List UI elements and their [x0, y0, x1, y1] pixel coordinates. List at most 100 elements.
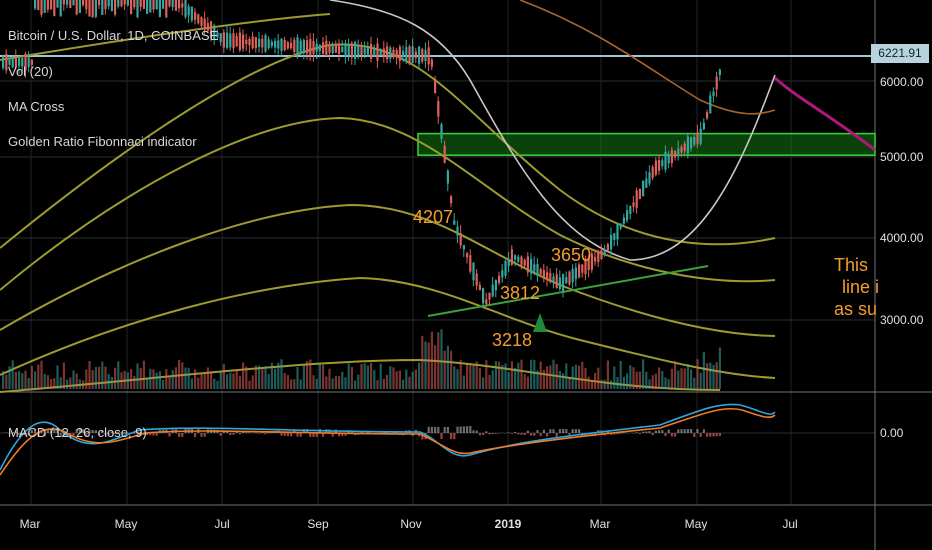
- candle-body-143: [459, 233, 462, 246]
- macd-hist-10: [34, 429, 37, 433]
- volume-bar-195: [626, 373, 629, 389]
- candle-body-32: [104, 0, 107, 10]
- macd-hist-131: [421, 433, 424, 440]
- volume-bar-53: [171, 370, 174, 389]
- volume-bar-52: [168, 375, 171, 389]
- indicator-vol[interactable]: Vol (20): [8, 64, 53, 79]
- macd-hist-93: [299, 433, 302, 437]
- volume-bar-104: [334, 375, 337, 389]
- candle-body-122: [392, 49, 395, 58]
- volume-bar-169: [542, 370, 545, 389]
- volume-bar-153: [491, 370, 494, 389]
- macd-hist-16: [53, 429, 56, 433]
- candle-body-139: [446, 170, 449, 184]
- y-tick-5000: 5000.00: [880, 150, 924, 164]
- candle-body-118: [379, 49, 382, 56]
- indicator-fibonacci[interactable]: Golden Ratio Fibonnaci indicator: [8, 134, 197, 149]
- volume-bar-84: [270, 362, 273, 389]
- volume-bar-78: [251, 375, 254, 389]
- volume-bar-94: [302, 365, 305, 389]
- candle-body-142: [456, 226, 459, 236]
- macd-hist-74: [238, 433, 241, 435]
- fib-band-5: [0, 13, 331, 61]
- volume-bar-125: [402, 379, 405, 389]
- macd-hist-220: [706, 433, 709, 437]
- candle-body-187: [600, 250, 603, 260]
- candle-body-104: [334, 45, 337, 53]
- volume-bar-97: [312, 375, 315, 389]
- candle-body-149: [478, 285, 481, 291]
- volume-bar-184: [590, 380, 593, 389]
- candle-body-116: [373, 48, 376, 56]
- candle-body-6: [21, 57, 24, 67]
- macd-legend[interactable]: MACD (12, 26, close, 9): [8, 425, 147, 440]
- volume-bar-159: [510, 361, 513, 389]
- candle-body-137: [440, 124, 443, 139]
- macd-hist-75: [242, 432, 245, 433]
- macd-hist-219: [702, 429, 705, 433]
- macd-hist-199: [638, 433, 641, 435]
- macd-hist-17: [56, 429, 59, 433]
- volume-bar-112: [360, 364, 363, 389]
- candle-body-107: [344, 43, 347, 57]
- candle-body-218: [699, 128, 702, 144]
- macd-y-tick-0: 0.00: [880, 426, 904, 440]
- candle-body-95: [306, 40, 309, 54]
- volume-bar-157: [504, 363, 507, 389]
- macd-hist-173: [555, 433, 558, 437]
- indicator-ma-cross[interactable]: MA Cross: [8, 99, 65, 114]
- volume-bar-141: [453, 366, 456, 389]
- macd-hist-28: [91, 429, 94, 433]
- symbol-title: Bitcoin / U.S. Dollar, 1D, COINBASE: [8, 28, 219, 43]
- candle-body-68: [219, 33, 222, 42]
- candle-body-134: [430, 59, 433, 67]
- volume-bar-44: [142, 360, 145, 389]
- candle-body-42: [136, 0, 139, 18]
- candle-body-188: [603, 249, 606, 256]
- volume-bar-10: [34, 371, 37, 389]
- volume-bar-72: [232, 373, 235, 389]
- candle-body-97: [312, 40, 315, 54]
- volume-bar-37: [120, 372, 123, 389]
- macd-hist-41: [133, 433, 136, 434]
- volume-bar-172: [552, 359, 555, 389]
- candle-body-169: [542, 270, 545, 278]
- volume-bar-196: [629, 365, 632, 389]
- volume-bar-155: [498, 361, 501, 389]
- macd-hist-52: [168, 433, 171, 437]
- volume-bar-199: [638, 371, 641, 389]
- candle-body-165: [530, 258, 533, 274]
- volume-bar-215: [690, 369, 693, 389]
- candle-body-89: [286, 42, 289, 49]
- candle-body-209: [670, 149, 673, 164]
- candle-body-109: [350, 43, 353, 58]
- candle-body-172: [552, 276, 555, 283]
- volume-bar-222: [712, 364, 715, 389]
- volume-bar-77: [248, 380, 251, 389]
- volume-bar-66: [213, 378, 216, 389]
- macd-hist-89: [286, 433, 289, 437]
- volume-bar-113: [363, 363, 366, 389]
- macd-hist-222: [712, 433, 715, 437]
- candle-body-11: [37, 0, 40, 11]
- candle-body-212: [680, 146, 683, 153]
- macd-hist-206: [661, 430, 664, 433]
- candle-body-158: [507, 259, 510, 267]
- macd-hist-138: [443, 426, 446, 433]
- volume-bar-205: [658, 367, 661, 389]
- candle-body-13: [43, 0, 46, 13]
- candle-body-74: [238, 32, 241, 51]
- macd-hist-46: [149, 433, 152, 436]
- candle-body-152: [488, 292, 491, 300]
- candle-body-117: [376, 43, 379, 61]
- volume-bar-182: [584, 367, 587, 389]
- candle-body-184: [590, 253, 593, 270]
- volume-bar-130: [418, 362, 421, 389]
- volume-bar-6: [21, 373, 24, 389]
- volume-bar-88: [283, 373, 286, 389]
- candle-body-7: [24, 53, 27, 71]
- volume-bar-185: [594, 372, 597, 389]
- y-tick-4000: 4000.00: [880, 231, 924, 245]
- macd-hist-47: [152, 433, 155, 436]
